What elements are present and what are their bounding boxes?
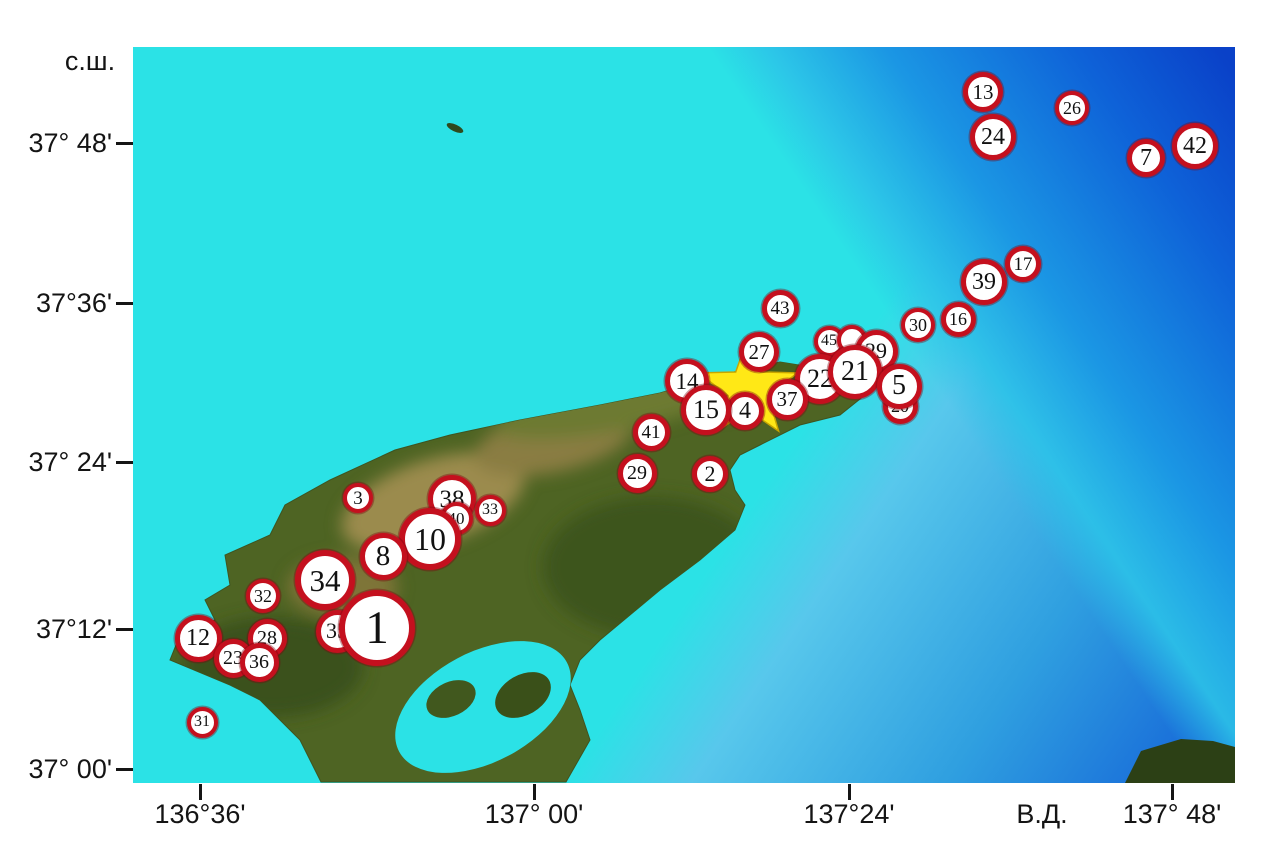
- y-tick-label: 37°36': [35, 288, 112, 318]
- station-marker-30: 30: [901, 308, 935, 342]
- x-tick-label: 136°36': [154, 799, 246, 829]
- station-marker-31: 31: [186, 706, 218, 738]
- station-marker-7: 7: [1127, 139, 1165, 177]
- sea-islet-speck: [446, 123, 464, 133]
- station-marker-33: 33: [474, 494, 506, 526]
- station-marker-42: 42: [1172, 123, 1218, 169]
- lagoon-island: [495, 672, 551, 718]
- y-tick: [116, 302, 133, 305]
- y-tick-label: 37° 24': [28, 447, 112, 477]
- station-marker-29: 29: [617, 453, 657, 493]
- station-marker-34: 34: [295, 550, 355, 610]
- x-tick-label: 137°24': [803, 799, 895, 829]
- station-marker-17: 17: [1005, 246, 1041, 282]
- map-canvas: 1326247421739163043274529222120514374154…: [133, 47, 1235, 783]
- corner-landmass: [1125, 739, 1235, 783]
- station-marker-2: 2: [692, 456, 728, 492]
- x-tick-label: 137° 48': [1122, 799, 1222, 829]
- station-marker-13: 13: [963, 72, 1003, 112]
- x-tick: [1171, 784, 1174, 800]
- y-tick-label: 37° 48': [28, 128, 112, 158]
- station-marker-39: 39: [961, 259, 1007, 305]
- station-marker-36: 36: [239, 642, 279, 682]
- station-marker-27: 27: [739, 332, 779, 372]
- y-tick-label: 37°12': [35, 614, 112, 644]
- stations-layer: 1326247421739163043274529222120514374154…: [133, 47, 1235, 783]
- station-marker-10: 10: [399, 508, 461, 570]
- station-marker-21: 21: [828, 345, 882, 399]
- station-marker-43: 43: [761, 289, 799, 327]
- station-marker-12: 12: [174, 614, 222, 662]
- station-marker-32: 32: [246, 579, 280, 613]
- station-marker-24: 24: [970, 114, 1016, 160]
- x-tick: [533, 784, 536, 800]
- station-marker-37: 37: [766, 378, 808, 420]
- y-tick: [116, 461, 133, 464]
- lagoon-island: [426, 680, 476, 718]
- station-marker-16: 16: [940, 301, 976, 337]
- y-tick-label: 37° 00': [28, 754, 112, 784]
- station-marker-3: 3: [343, 483, 373, 513]
- y-tick: [116, 142, 133, 145]
- x-tick: [199, 784, 202, 800]
- y-axis-unit-label: с.ш.: [64, 46, 116, 76]
- station-marker-41: 41: [632, 413, 670, 451]
- x-tick-label: 137° 00': [484, 799, 584, 829]
- x-tick: [848, 784, 851, 800]
- y-tick: [116, 628, 133, 631]
- station-marker-8: 8: [359, 532, 407, 580]
- station-marker-4: 4: [726, 392, 764, 430]
- x-axis-unit-label: В.Д.: [1016, 799, 1068, 829]
- station-marker-15: 15: [681, 385, 731, 435]
- station-marker-1: 1: [339, 590, 415, 666]
- y-tick: [116, 768, 133, 771]
- station-marker-5: 5: [876, 363, 922, 409]
- station-marker-28: 28: [247, 618, 287, 658]
- station-marker-26: 26: [1055, 91, 1089, 125]
